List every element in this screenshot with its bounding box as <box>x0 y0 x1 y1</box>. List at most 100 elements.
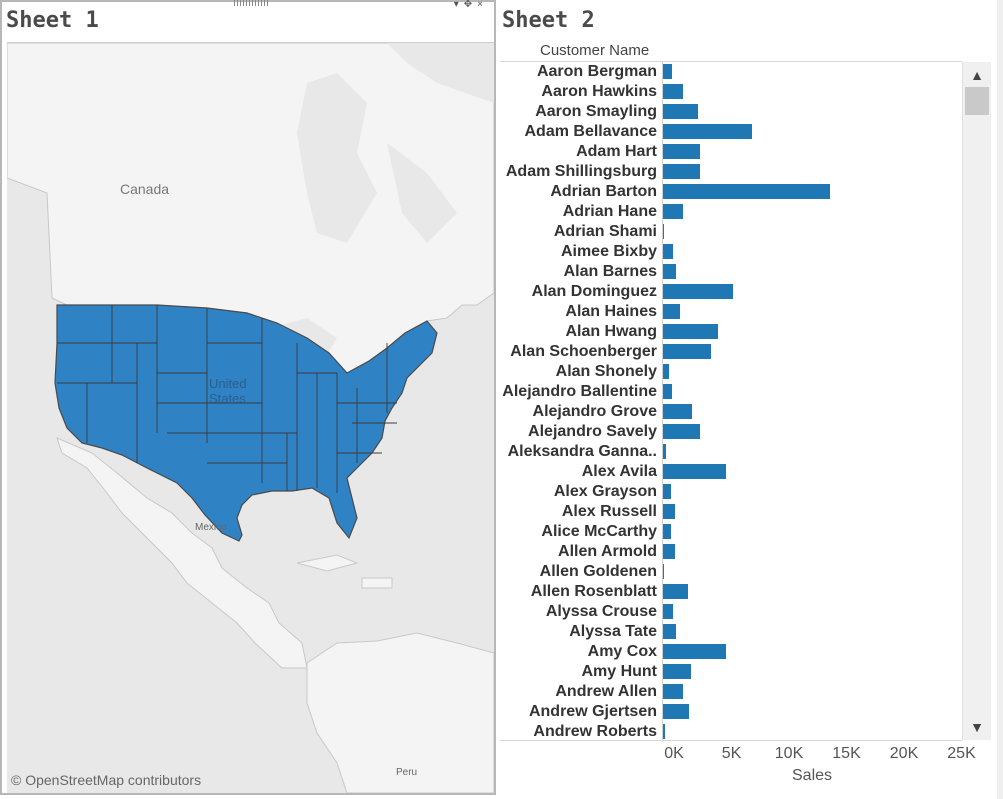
table-row[interactable]: Amy Cox <box>500 642 962 662</box>
drag-grip-icon[interactable] <box>234 0 268 6</box>
sales-bar[interactable] <box>663 324 719 339</box>
sales-bar[interactable] <box>663 684 683 699</box>
sales-bar[interactable] <box>663 304 681 319</box>
sales-bar[interactable] <box>663 124 752 139</box>
table-row[interactable]: Adam Hart <box>500 142 962 162</box>
customer-name-label[interactable]: Alex Russell <box>561 503 657 520</box>
customer-name-label[interactable]: Allen Rosenblatt <box>530 583 657 600</box>
sales-bar[interactable] <box>663 64 673 79</box>
sales-bar[interactable] <box>663 424 700 439</box>
customer-name-label[interactable]: Alan Dominguez <box>531 283 657 300</box>
table-row[interactable]: Alyssa Tate <box>500 622 962 642</box>
customer-name-label[interactable]: Aleksandra Ganna.. <box>507 443 657 460</box>
customer-name-label[interactable]: Alan Schoenberger <box>510 343 657 360</box>
sales-bar[interactable] <box>663 264 676 279</box>
table-row[interactable]: Aaron Hawkins <box>500 82 962 102</box>
sales-bar[interactable] <box>663 644 727 659</box>
customer-name-label[interactable]: Alejandro Ballentine <box>502 383 657 400</box>
table-row[interactable]: Allen Armold <box>500 542 962 562</box>
customer-name-label[interactable]: Alan Hwang <box>565 323 657 340</box>
customer-name-label[interactable]: Alan Haines <box>565 303 657 320</box>
customer-name-label[interactable]: Aaron Hawkins <box>541 83 657 100</box>
sales-bar[interactable] <box>663 184 830 199</box>
sales-bar[interactable] <box>663 244 674 259</box>
sales-bar[interactable] <box>663 464 727 479</box>
table-row[interactable]: Alejandro Ballentine <box>500 382 962 402</box>
customer-name-label[interactable]: Alyssa Tate <box>569 623 657 640</box>
table-row[interactable]: Alan Shonely <box>500 362 962 382</box>
customer-name-label[interactable]: Alyssa Crouse <box>545 603 657 620</box>
table-row[interactable]: Alan Hwang <box>500 322 962 342</box>
sales-bar[interactable] <box>663 524 672 539</box>
table-row[interactable]: Alejandro Savely <box>500 422 962 442</box>
table-row[interactable]: Aaron Bergman <box>500 62 962 82</box>
sales-bar[interactable] <box>663 204 683 219</box>
chevron-up-icon[interactable]: ▲ <box>970 67 984 83</box>
sales-bar[interactable] <box>663 84 683 99</box>
table-row[interactable]: Allen Goldenen <box>500 562 962 582</box>
table-row[interactable]: Adrian Hane <box>500 202 962 222</box>
table-row[interactable]: Andrew Gjertsen <box>500 702 962 722</box>
table-row[interactable]: Adam Shillingsburg <box>500 162 962 182</box>
customer-name-label[interactable]: Aimee Bixby <box>560 243 657 260</box>
table-row[interactable]: Alan Barnes <box>500 262 962 282</box>
sales-bar[interactable] <box>663 104 698 119</box>
table-row[interactable]: Alex Russell <box>500 502 962 522</box>
sales-bar[interactable] <box>663 584 689 599</box>
vertical-scrollbar[interactable]: ▲ ▼ <box>962 62 991 740</box>
sheet1-panel[interactable]: ▾✥× Sheet 1 Canada United S <box>0 0 496 795</box>
customer-name-label[interactable]: Adrian Shami <box>553 223 657 240</box>
table-row[interactable]: Alan Schoenberger <box>500 342 962 362</box>
customer-name-label[interactable]: Allen Armold <box>558 543 657 560</box>
sales-bar[interactable] <box>663 164 700 179</box>
table-row[interactable]: Amy Hunt <box>500 662 962 682</box>
table-row[interactable]: Alice McCarthy <box>500 522 962 542</box>
sales-bar[interactable] <box>663 284 734 299</box>
table-row[interactable]: Alex Grayson <box>500 482 962 502</box>
table-row[interactable]: Alan Haines <box>500 302 962 322</box>
sales-bar[interactable] <box>663 404 692 419</box>
customer-name-label[interactable]: Amy Cox <box>587 643 657 660</box>
sales-bar[interactable] <box>663 544 675 559</box>
customer-name-label[interactable]: Alex Grayson <box>553 483 657 500</box>
table-row[interactable]: Adam Bellavance <box>500 122 962 142</box>
table-row[interactable]: Andrew Roberts <box>500 722 962 740</box>
customer-name-label[interactable]: Alan Barnes <box>563 263 657 280</box>
customer-name-label[interactable]: Alejandro Savely <box>528 423 657 440</box>
sheet1-controls[interactable]: ▾✥× <box>453 0 488 10</box>
scroll-thumb[interactable] <box>965 87 989 115</box>
table-row[interactable]: Aimee Bixby <box>500 242 962 262</box>
customer-name-label[interactable]: Alex Avila <box>581 463 657 480</box>
sales-bar[interactable] <box>663 664 691 679</box>
table-row[interactable]: Allen Rosenblatt <box>500 582 962 602</box>
table-row[interactable]: Aaron Smayling <box>500 102 962 122</box>
sales-bar[interactable] <box>663 604 674 619</box>
customer-name-label[interactable]: Andrew Gjertsen <box>528 703 657 720</box>
sales-bar[interactable] <box>663 564 665 579</box>
customer-name-label[interactable]: Adam Bellavance <box>524 123 657 140</box>
customer-name-label[interactable]: Adam Hart <box>576 143 657 160</box>
map-view[interactable]: Canada United States Mexico Peru © OpenS… <box>7 42 494 793</box>
map-attribution[interactable]: © OpenStreetMap contributors <box>11 772 202 788</box>
table-row[interactable]: Alejandro Grove <box>500 402 962 422</box>
table-row[interactable]: Aleksandra Ganna.. <box>500 442 962 462</box>
customer-name-label[interactable]: Aaron Bergman <box>536 63 657 80</box>
sales-bar[interactable] <box>663 704 690 719</box>
x-axis-label[interactable]: Sales <box>792 767 833 784</box>
table-row[interactable]: Adrian Shami <box>500 222 962 242</box>
sales-bar[interactable] <box>663 384 673 399</box>
sales-bar[interactable] <box>663 724 666 739</box>
sales-bar[interactable] <box>663 224 664 239</box>
customer-name-label[interactable]: Allen Goldenen <box>539 563 657 580</box>
customer-name-label[interactable]: Alice McCarthy <box>541 523 657 540</box>
sales-bar[interactable] <box>663 364 669 379</box>
customer-name-label[interactable]: Alan Shonely <box>555 363 657 380</box>
customer-name-label[interactable]: Amy Hunt <box>581 663 657 680</box>
customer-name-label[interactable]: Adam Shillingsburg <box>505 163 657 180</box>
sales-bar[interactable] <box>663 624 676 639</box>
customer-name-label[interactable]: Adrian Barton <box>550 183 657 200</box>
column-header[interactable]: Customer Name <box>540 42 650 59</box>
customer-name-label[interactable]: Andrew Roberts <box>533 723 657 740</box>
chevron-down-icon[interactable]: ▼ <box>970 719 984 735</box>
table-row[interactable]: Alyssa Crouse <box>500 602 962 622</box>
